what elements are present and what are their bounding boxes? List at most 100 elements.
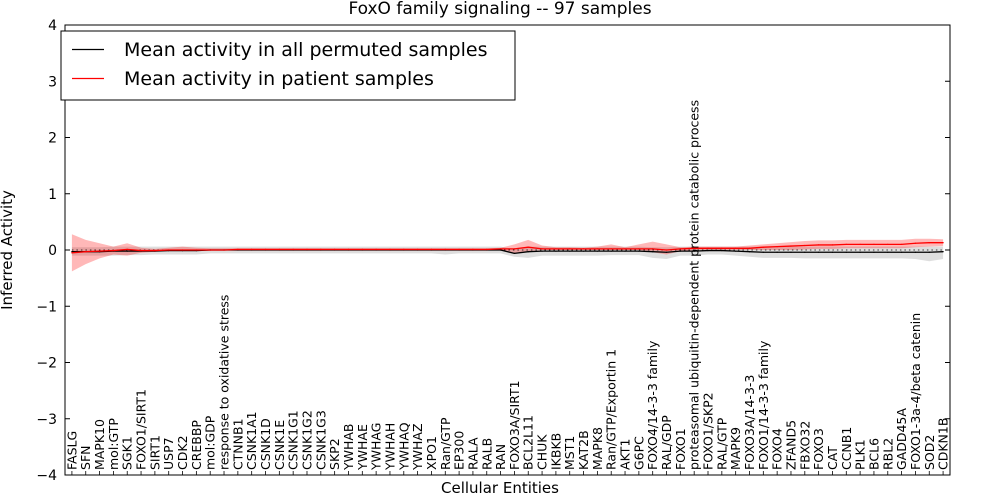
x-entity-label: CSNK1G1: [286, 410, 301, 470]
legend-box: [60, 30, 516, 101]
x-entity-label: YWHAZ: [410, 423, 425, 471]
x-entity-label: FOXO3A/14-3-3: [742, 375, 757, 470]
line-permuted-segment: [665, 250, 682, 253]
y-tick-label: 4: [48, 18, 57, 34]
x-entity-label: YWHAG: [369, 423, 384, 471]
line-permuted-segment: [735, 250, 751, 253]
x-entity-label: CSNK1E: [272, 420, 287, 470]
x-entity-label: YWHAE: [355, 424, 370, 471]
line-patient-segment: [914, 242, 930, 244]
line-patient-segment: [223, 248, 239, 251]
line-patient-segment: [776, 245, 792, 248]
y-tick-label: 2: [48, 131, 57, 147]
x-entity-label: RAL/GDP: [659, 415, 674, 470]
x-entity-label: FOXO1: [673, 428, 688, 470]
line-patient-segment: [85, 250, 101, 253]
x-entity-label: CSNK1G2: [300, 410, 315, 470]
x-entity-label: CHUK: [535, 434, 550, 470]
line-patient-segment: [790, 244, 806, 247]
x-axis-title: Cellular Entities: [441, 479, 559, 497]
x-entity-label: CCNB1: [839, 427, 854, 470]
line-patient-segment: [112, 248, 128, 252]
x-entity-label: YWHAB: [341, 423, 356, 471]
x-entity-label: FOXO3: [811, 428, 826, 470]
x-entity-label: CDKN1B: [936, 418, 951, 470]
x-entity-label: XPO1: [424, 436, 439, 470]
line-patient-segment: [804, 244, 820, 247]
line-permuted-segment: [928, 251, 944, 253]
x-entity-label: mol:GDP: [203, 415, 218, 470]
legend-label-permuted: Mean activity in all permuted samples: [124, 39, 487, 61]
x-entity-label: FOXO1-3a-4/beta catenin: [908, 313, 923, 470]
line-patient-segment: [98, 249, 115, 252]
x-entity-label: Ran/GTP/Exportin 1: [604, 349, 619, 470]
line-patient-segment: [126, 248, 142, 252]
x-entity-label: BCL6: [866, 438, 881, 470]
line-patient-segment: [679, 247, 695, 250]
x-entity-label: RALA: [465, 437, 480, 470]
line-permuted-segment: [748, 251, 764, 253]
x-entity-label: RAN: [493, 444, 508, 470]
x-entity-label: YWHAH: [383, 423, 398, 471]
x-entity-label: CSNK1A1: [244, 411, 259, 470]
line-permuted-segment: [638, 250, 654, 253]
y-tick-label: 0: [48, 243, 57, 259]
series-lines: [71, 242, 944, 255]
x-entity-label: SGK1: [120, 436, 135, 470]
x-entity-label: CAT: [825, 446, 840, 470]
x-entity-label: response to oxidative stress: [217, 295, 232, 470]
x-entity-label: MAPK9: [728, 427, 743, 470]
line-permuted-segment: [499, 249, 516, 255]
x-entity-label: FOXO1/SIRT1: [134, 389, 149, 470]
line-patient-segment: [486, 248, 502, 251]
line-patient-segment: [652, 248, 668, 251]
x-entity-label: AKT1: [618, 439, 633, 470]
line-patient-segment: [900, 242, 917, 246]
x-entity-label: SOD2: [922, 435, 937, 470]
x-entity-label: FOXO1/SKP2: [701, 392, 716, 470]
x-entity-label: FOXO4/14-3-3 family: [645, 340, 660, 470]
line-patient-segment: [513, 246, 529, 250]
x-entity-label: FASLG: [64, 431, 79, 470]
x-entity-label: CDK2: [175, 435, 190, 470]
x-entity-label: Ran/GTP: [438, 417, 453, 470]
x-entity-label: SKP2: [327, 438, 342, 470]
line-permuted-segment: [527, 250, 543, 253]
x-entity-label: SIRT1: [147, 435, 162, 470]
x-entity-label: EP300: [452, 431, 467, 470]
x-entity-label: CSNK1D: [258, 418, 273, 470]
x-entity-label: BCL2L11: [521, 415, 536, 470]
line-patient-segment: [665, 248, 682, 251]
line-permuted-segment: [652, 251, 668, 253]
y-tick-label: −1: [36, 299, 57, 315]
x-entity-label: FOXO4: [770, 428, 785, 470]
plot-frame: [64, 24, 951, 476]
x-entity-label: G6PC: [631, 436, 646, 470]
line-patient-segment: [831, 243, 847, 246]
x-entity-label: CTNNB1: [230, 418, 245, 470]
x-entity-label: RAL/GTP: [714, 417, 729, 470]
x-entity-label: CSNK1G3: [313, 410, 328, 470]
x-entity-label: RBL2: [880, 438, 895, 470]
y-tick-label: −2: [36, 356, 57, 372]
line-patient-segment: [154, 249, 170, 252]
x-entity-label: CREBBP: [189, 420, 204, 470]
x-axis-entity-labels: FASLGSFNMAPK10mol:GTPSGK1FOXO1/SIRT1SIRT…: [64, 100, 951, 475]
line-patient-segment: [71, 251, 87, 254]
x-entity-label: RALB: [479, 438, 494, 470]
y-tick-label: −4: [36, 468, 57, 484]
chart-title: FoxO family signaling -- 97 samples: [348, 0, 651, 19]
y-tick-label: −3: [36, 412, 57, 428]
x-entity-label: FOXO3A/SIRT1: [507, 380, 522, 470]
x-entity-label: GADD45A: [894, 408, 909, 470]
x-entity-label: ZFAND5: [784, 420, 799, 470]
x-entity-label: mol:GTP: [106, 418, 121, 470]
line-permuted-segment: [721, 249, 737, 252]
x-entity-label: KAT2B: [576, 430, 591, 470]
y-axis-title: Inferred Activity: [0, 190, 16, 310]
x-entity-label: MAPK10: [92, 419, 107, 470]
x-entity-label: proteasomal ubiquitin-dependent protein …: [687, 100, 702, 470]
line-patient-segment: [748, 246, 764, 249]
legend: Mean activity in all permuted samples Me…: [60, 30, 516, 101]
